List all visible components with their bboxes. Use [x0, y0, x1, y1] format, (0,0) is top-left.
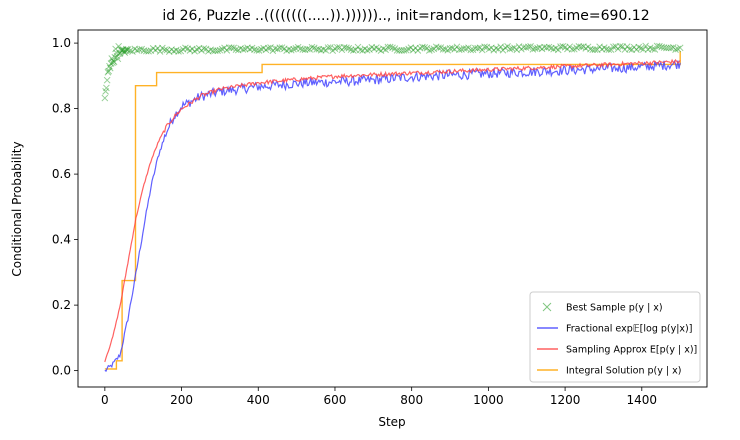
scatter-marker: [103, 76, 111, 84]
scatter-marker: [308, 43, 316, 51]
series-scatter: [101, 42, 684, 102]
scatter-marker: [656, 42, 663, 50]
scatter-marker: [508, 45, 516, 52]
series-step-line: [104, 51, 681, 370]
y-tick-label: 0.2: [52, 298, 71, 312]
y-axis: 0.0 0.2 0.4 0.6 0.8 1.0: [52, 36, 78, 378]
scatter-marker: [145, 47, 152, 55]
scatter-marker: [616, 42, 624, 50]
y-tick-label: 0.6: [52, 167, 71, 181]
scatter-marker: [478, 46, 486, 54]
legend: Best Sample p(y | x) Fractional exp𝔼[log …: [529, 291, 701, 383]
y-axis-title: Conditional Probability: [10, 141, 24, 276]
scatter-marker: [676, 44, 684, 52]
scatter-marker: [425, 47, 433, 54]
scatter-marker: [304, 45, 311, 53]
scatter-marker: [649, 45, 656, 53]
scatter-marker: [568, 45, 576, 53]
scatter-marker: [642, 42, 649, 50]
scatter-marker: [467, 46, 475, 54]
scatter-marker: [667, 44, 675, 52]
scatter-marker: [481, 43, 488, 51]
scatter-marker: [651, 46, 659, 53]
x-tick-label: 0: [101, 393, 109, 407]
scatter-marker: [506, 45, 514, 53]
series-line: [104, 58, 681, 363]
scatter-marker: [554, 46, 562, 54]
scatter-marker: [462, 45, 470, 52]
x-tick-label: 600: [324, 393, 347, 407]
scatter-marker: [591, 46, 599, 53]
scatter-marker: [343, 44, 350, 52]
x-tick-label: 800: [400, 393, 423, 407]
scatter-marker: [529, 46, 537, 53]
legend-label: Fractional exp𝔼[log p(y|x)]: [566, 324, 692, 335]
scatter-marker: [214, 47, 221, 55]
y-tick-label: 1.0: [52, 36, 71, 50]
scatter-marker: [363, 46, 371, 54]
scatter-marker: [333, 44, 341, 51]
scatter-marker: [239, 46, 247, 53]
scatter-marker: [126, 47, 134, 54]
legend-label: Integral Solution p(y | x): [566, 366, 681, 377]
x-tick-label: 400: [247, 393, 270, 407]
scatter-marker: [386, 43, 394, 51]
scatter-marker: [101, 94, 109, 102]
scatter-marker: [324, 44, 332, 51]
scatter-marker: [389, 44, 396, 52]
scatter-marker: [428, 46, 435, 53]
scatter-marker: [524, 43, 532, 51]
scatter-marker: [421, 44, 429, 51]
scatter-marker: [290, 45, 297, 53]
scatter-marker: [182, 44, 189, 52]
scatter-marker: [626, 45, 633, 53]
legend-marker: [542, 302, 552, 312]
x-tick-label: 1200: [550, 393, 581, 407]
y-tick-label: 0.0: [52, 364, 71, 378]
scatter-marker: [228, 44, 235, 52]
legend-label: Sampling Approx E[p(y | x)]: [566, 345, 697, 356]
series-layer: [101, 42, 684, 372]
scatter-marker: [264, 44, 272, 52]
y-tick-label: 0.8: [52, 102, 71, 116]
scatter-marker: [161, 46, 169, 54]
scatter-marker: [327, 43, 334, 51]
scatter-marker: [109, 59, 116, 66]
scatter-marker: [114, 55, 122, 63]
legend-label: Best Sample p(y | x): [566, 303, 663, 314]
scatter-marker: [559, 43, 567, 50]
scatter-marker: [200, 45, 208, 52]
scatter-marker: [435, 44, 442, 52]
scatter-marker: [672, 46, 679, 53]
x-axis-title: Step: [378, 415, 405, 429]
scatter-marker: [175, 47, 182, 55]
x-tick-label: 1400: [627, 393, 658, 407]
scatter-marker: [610, 43, 617, 51]
scatter-marker: [156, 48, 164, 55]
scatter-marker: [379, 45, 387, 53]
x-tick-label: 1000: [473, 393, 504, 407]
plot-area: 0 200 400 600 800 1000 1200 1400 0.00.20.40.60.…: [52, 29, 708, 407]
scatter-marker: [492, 44, 500, 52]
x-tick-label: 200: [170, 393, 193, 407]
scatter-marker: [605, 46, 613, 54]
scatter-marker: [350, 47, 357, 54]
chart-title: id 26, Puzzle ..((((((((.....)).))))))..…: [162, 8, 649, 24]
scatter-marker: [577, 43, 585, 51]
scatter-marker: [287, 46, 295, 54]
y-tick-label: 0.4: [52, 233, 71, 247]
axes-frame: [77, 29, 708, 388]
scatter-marker: [103, 84, 110, 92]
x-axis: 0 200 400 600 800 1000 1200 1400: [101, 387, 657, 407]
scatter-marker: [320, 45, 327, 53]
legend-box: [529, 291, 701, 383]
scatter-marker: [474, 44, 481, 52]
scatter-marker: [400, 46, 408, 54]
